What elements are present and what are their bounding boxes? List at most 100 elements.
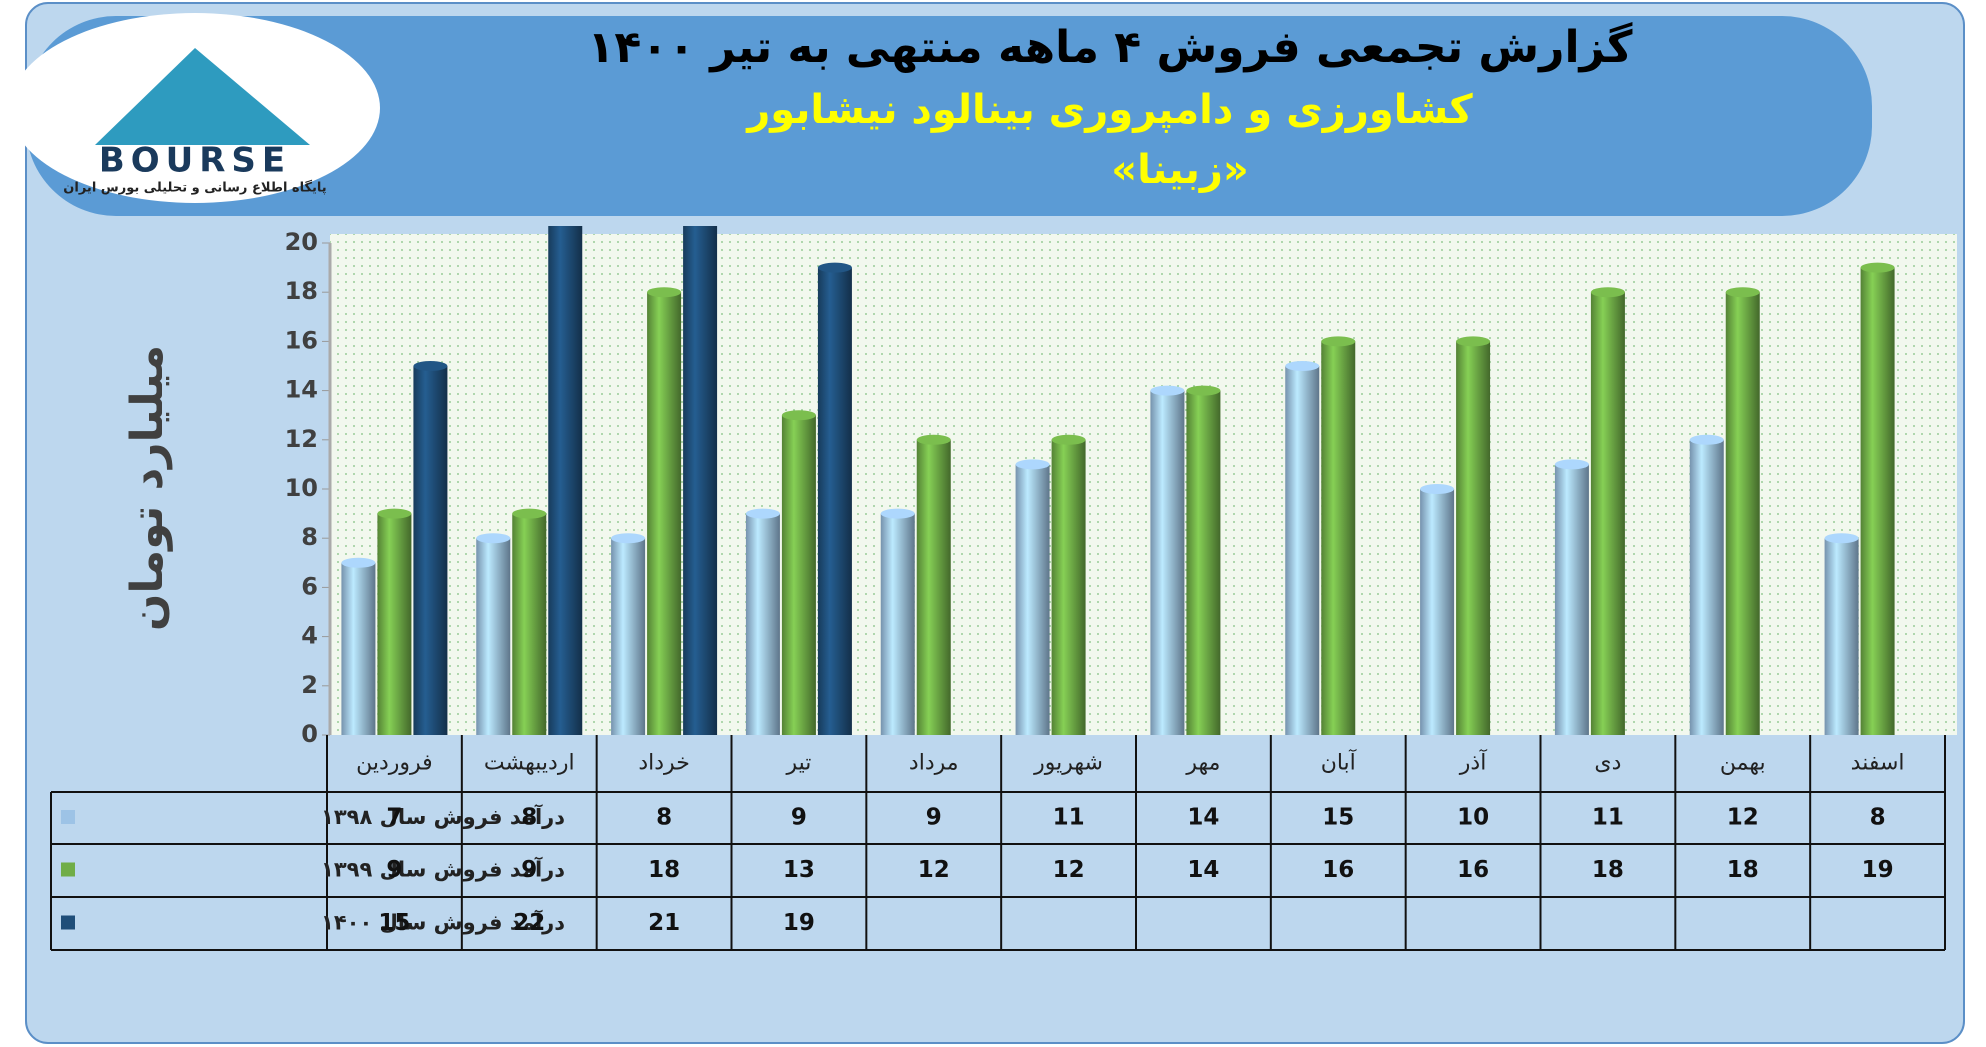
table-cell: 12 <box>1053 857 1085 883</box>
bar-body <box>1321 341 1356 735</box>
legend-label: درآمد فروش سال ۱۳۹۹ <box>321 857 565 882</box>
bar-top <box>745 508 780 519</box>
table-cell: 14 <box>1187 805 1219 831</box>
bar <box>512 508 547 735</box>
table-cell: 9 <box>926 805 942 831</box>
bar <box>341 557 376 735</box>
bar <box>1420 484 1455 735</box>
x-tick-label: بهمن <box>1720 751 1766 776</box>
bar-top <box>1689 434 1724 445</box>
bar <box>1186 385 1221 735</box>
table-cell: 22 <box>513 910 545 936</box>
table-cell: 18 <box>648 857 680 883</box>
bar <box>1456 336 1491 735</box>
bar-top <box>1015 459 1050 470</box>
table-cell: 11 <box>1053 805 1085 831</box>
y-tick-label: 16 <box>285 326 318 354</box>
bar <box>1150 385 1185 735</box>
bar <box>548 226 583 736</box>
bar <box>1285 361 1320 735</box>
table-cell: 16 <box>1457 857 1489 883</box>
bar-top <box>1590 287 1625 298</box>
logo-icon <box>95 48 310 145</box>
bar-body <box>745 513 780 735</box>
bar <box>413 361 448 735</box>
bar-top <box>781 410 816 421</box>
y-tick-label: 14 <box>285 376 318 404</box>
bar-top <box>1554 459 1589 470</box>
y-tick-label: 12 <box>285 425 318 453</box>
bar-body <box>341 562 376 735</box>
bar <box>647 287 682 735</box>
bar <box>1824 533 1859 735</box>
bar-body <box>512 513 547 735</box>
bar-body <box>1860 267 1895 735</box>
table-cell: 18 <box>1727 857 1759 883</box>
bar-top <box>1150 385 1185 396</box>
bar-top <box>1321 336 1356 347</box>
bar-body <box>377 513 412 735</box>
bar-body <box>611 538 646 735</box>
bar-top <box>1285 361 1320 371</box>
table-cell: 12 <box>1727 805 1759 831</box>
bar-body <box>817 267 852 735</box>
bar <box>377 508 412 735</box>
table-cell: 11 <box>1592 805 1624 831</box>
bar-top <box>647 287 682 298</box>
y-tick-label: 4 <box>301 622 318 650</box>
bar-body <box>1285 366 1320 735</box>
bar <box>476 533 511 735</box>
table-cell: 18 <box>1592 857 1624 883</box>
bar-top <box>1420 484 1455 494</box>
x-tick-label: فروردین <box>356 751 433 776</box>
x-tick-label: شهریور <box>1033 751 1103 776</box>
x-tick-label: اسفند <box>1851 751 1905 776</box>
table-cell: 9 <box>791 805 807 831</box>
table-cell: 16 <box>1322 857 1354 883</box>
table-cell: 9 <box>386 857 402 883</box>
y-tick-label: 8 <box>301 523 318 551</box>
bar-top <box>1860 262 1895 273</box>
table-cell: 7 <box>386 805 402 831</box>
bar <box>1015 459 1050 735</box>
bar-body <box>683 226 718 735</box>
bar <box>817 262 852 735</box>
bar-top <box>916 434 951 445</box>
x-tick-label: خرداد <box>638 751 689 776</box>
y-tick-label: 20 <box>285 228 318 256</box>
table-cell: 14 <box>1187 857 1219 883</box>
bar-top <box>1186 385 1221 396</box>
bar-body <box>1420 489 1455 735</box>
bar-body <box>1590 292 1625 735</box>
bar <box>1321 336 1356 735</box>
table-cell: 12 <box>918 857 950 883</box>
table-cell: 21 <box>648 910 680 936</box>
bar <box>1051 434 1086 735</box>
table-cell: 13 <box>783 857 815 883</box>
bar <box>1689 434 1724 735</box>
bar-body <box>1015 464 1050 735</box>
bar-body <box>1725 292 1760 735</box>
table-cell: 8 <box>656 805 672 831</box>
x-tick-label: اردیبهشت <box>484 751 575 776</box>
y-tick-label: 18 <box>285 277 318 305</box>
title-banner <box>26 16 1872 216</box>
chart-subtitle: «زبینا» <box>1111 147 1248 193</box>
bar-body <box>1689 439 1724 735</box>
bar-top <box>341 557 376 568</box>
bar <box>745 508 780 735</box>
table-cell: 9 <box>521 857 537 883</box>
x-tick-label: مهر <box>1185 751 1220 776</box>
bar-top <box>413 361 448 371</box>
legend-label: درآمد فروش سال ۱۴۰۰ <box>321 910 565 935</box>
bar-body <box>413 366 448 735</box>
y-axis-label: میلیارد تومان <box>122 345 173 631</box>
bar-body <box>1456 341 1491 735</box>
table-cell: 19 <box>783 910 815 936</box>
legend-swatch <box>61 862 75 877</box>
bar-top <box>377 508 412 519</box>
bar-body <box>1824 538 1859 735</box>
bar <box>880 508 915 735</box>
chart-title: گزارش تجمعی فروش ۴ ماهه منتهی به تیر ۱۴۰… <box>588 21 1633 73</box>
bar-body <box>781 415 816 735</box>
